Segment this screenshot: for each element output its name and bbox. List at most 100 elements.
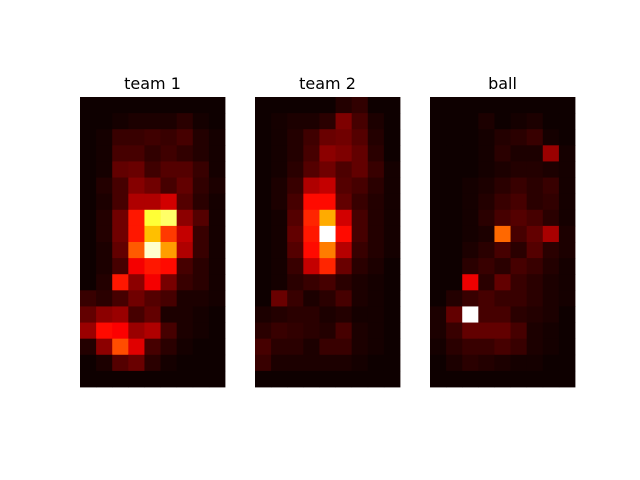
heatmap-cell [462,145,479,162]
heatmap-cell [144,225,161,243]
heatmap-cell [430,225,447,243]
heatmap-cell [255,225,272,243]
heatmap-cell [367,177,385,195]
heatmap-cell [303,225,320,243]
heatmap-cell [558,322,576,340]
heatmap-cell [160,258,178,275]
heatmap-cell [446,161,463,178]
heatmap-cell [287,145,304,162]
heatmap-cell [526,274,544,291]
heatmap-cell [319,354,336,372]
heatmap-cell [287,258,304,275]
heatmap-cell [287,129,304,146]
panel-title: team 1 [124,74,181,93]
heatmap-cell [446,322,463,340]
heatmap-cell [176,258,194,275]
heatmap-cell [112,161,129,178]
heatmap-cell [176,290,194,307]
heatmap-cell [430,97,447,114]
heatmap-cell [128,274,145,291]
heatmap-cell [430,145,447,162]
heatmap-cell [144,209,161,227]
heatmap-cell [176,113,194,130]
heatmap-cell [510,177,528,195]
heatmap-cell [255,338,272,356]
heatmap-cell [128,370,145,388]
heatmap-cell [446,354,463,372]
heatmap-cell [351,338,369,356]
heatmap-cell [287,322,304,340]
heatmap-cell [192,258,210,275]
heatmap-cell [462,354,479,372]
heatmap-cell [319,193,336,211]
heatmap-cell [287,370,304,388]
heatmap-cell [192,290,210,307]
heatmap-cell [128,354,145,372]
heatmap-cell [383,370,401,388]
heatmap-cell [526,306,544,323]
heatmap-cell [80,370,97,388]
heatmap-cell [367,354,385,372]
heatmap-cell [510,274,528,291]
heatmap-cell [192,177,210,195]
heatmap-cell [160,274,178,291]
heatmap-cell [478,97,495,114]
heatmap-cell [367,338,385,356]
heatmap-cell [510,354,528,372]
heatmap-cell [510,209,528,227]
heatmap-cell [510,306,528,323]
heatmap-cell [255,177,272,195]
heatmap-cell [542,129,560,146]
heatmap-cell [208,306,226,323]
heatmap-cell [319,225,336,243]
heatmap-cell [462,274,479,291]
heatmap-cell [176,354,194,372]
heatmap-cell [255,258,272,275]
heatmap-cell [478,242,495,259]
heatmap-cell [494,193,511,211]
heatmap-cell [351,290,369,307]
heatmap-cell [335,193,353,211]
heatmap-cell [526,145,544,162]
heatmap-cell [430,113,447,130]
heatmap-cell [351,97,369,114]
heatmap-cell [271,258,288,275]
heatmap-cell [144,354,161,372]
heatmap-cell [208,161,226,178]
heatmap-cell [383,306,401,323]
heatmap-cell [192,225,210,243]
heatmap-cell [192,145,210,162]
heatmap-cell [255,290,272,307]
heatmap-cell [319,161,336,178]
heatmap-cell [80,354,97,372]
heatmap-cell [462,193,479,211]
heatmap-cell [96,306,113,323]
heatmap-cell [383,145,401,162]
heatmap-cell [351,274,369,291]
heatmap-cell [335,177,353,195]
heatmap-cell [96,145,113,162]
heatmap-cell [303,290,320,307]
heatmap-cell [383,322,401,340]
heatmap-cell [494,209,511,227]
heatmap-cell [478,354,495,372]
heatmap-cell [558,258,576,275]
heatmap-cell [96,113,113,130]
heatmap-cell [558,225,576,243]
heatmap-cell [112,274,129,291]
heatmap-cell [542,370,560,388]
heatmap-cell [96,258,113,275]
heatmap-cell [176,161,194,178]
heatmap-cell [208,338,226,356]
heatmap-cell [80,338,97,356]
heatmap-cell [80,97,97,114]
heatmap-cell [478,274,495,291]
heatmap-cell [287,225,304,243]
heatmap-cell [494,354,511,372]
heatmap-cell [192,306,210,323]
heatmap-cell [383,129,401,146]
heatmap-cell [255,161,272,178]
heatmap-cell [494,242,511,259]
heatmap-cell [383,113,401,130]
heatmap-cell [176,209,194,227]
